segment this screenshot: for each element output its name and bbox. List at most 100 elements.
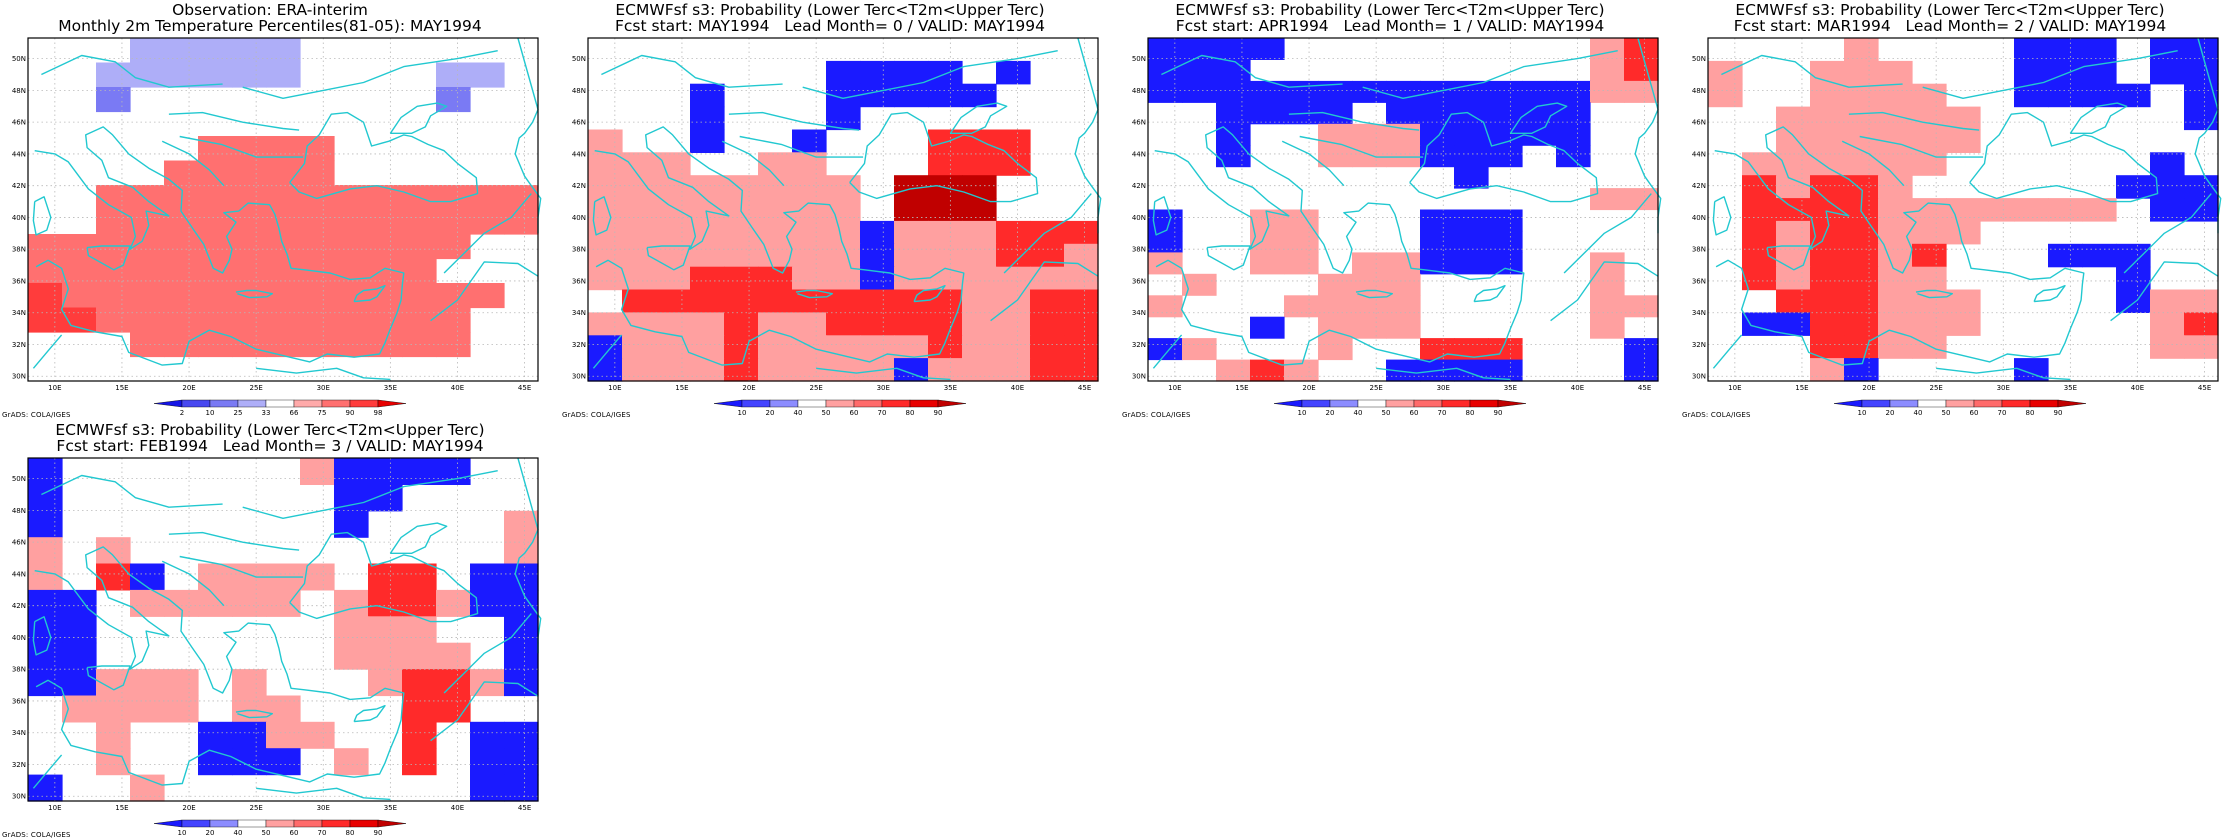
coastline [816, 367, 951, 381]
coastline [443, 193, 532, 274]
lat-tick-label: 38N [1692, 246, 1706, 254]
grid-cell [2150, 60, 2185, 85]
coastline [802, 50, 1058, 100]
grid-cell [436, 669, 471, 697]
grid-cell [1776, 152, 1811, 176]
colorbar-segment [293, 819, 323, 828]
grid-cell [28, 669, 63, 697]
lon-tick-label: 25E [809, 384, 822, 392]
coastline [514, 37, 542, 234]
coastline [849, 111, 1039, 203]
grid-cell [1844, 152, 1879, 176]
grid-cell [1844, 38, 1879, 62]
grid-cell [1946, 198, 1981, 222]
grid-cell [1216, 80, 1251, 103]
grid-cell [2184, 175, 2219, 199]
grid-cell [28, 563, 63, 591]
grid-cell [962, 198, 997, 222]
lat-tick-label: 30N [12, 793, 26, 801]
grid-cell [962, 266, 997, 291]
lat-tick-label: 46N [1132, 119, 1146, 127]
grid-cell [1284, 295, 1319, 318]
grid-cell [1250, 316, 1285, 339]
grid-cell [1386, 295, 1421, 318]
lon-tick-label: 20E [182, 804, 195, 812]
grid-cell [368, 642, 403, 670]
panel-subtitle: Fcst start: FEB1994 Lead Month= 3 / VALI… [56, 437, 484, 455]
grid-cell [1624, 338, 1659, 361]
grid-cell [656, 358, 691, 382]
grid-cell [1844, 312, 1879, 336]
colorbar-label: 75 [318, 409, 327, 417]
coastline [1281, 140, 1345, 187]
map-panel-obs: 10E 15E 20E 25E 30E 35E 40E 45E 30N 32N 34N 36N 38N 4… [0, 0, 560, 420]
grid-cell [1810, 129, 1845, 153]
grid-cell [266, 283, 301, 309]
grid-cell [1250, 38, 1285, 60]
colorbar-label: 40 [1914, 409, 1923, 417]
colorbar-segment [1329, 399, 1359, 408]
map-panel-lead2: 10E 15E 20E 25E 30E 35E 40E 45E 30N 32N 34N 36N 38N 4… [1680, 0, 2240, 420]
grid-cell [792, 220, 827, 245]
grid-cell [164, 62, 199, 88]
colorbar-segment [797, 399, 827, 408]
lon-tick-label: 30E [317, 384, 330, 392]
grid-cell [1148, 38, 1183, 60]
colorbar-label: 10 [1858, 409, 1867, 417]
lat-tick-label: 38N [12, 666, 26, 674]
grid-cell [928, 312, 963, 336]
grid-cell [402, 589, 437, 617]
colorbar-label: 90 [934, 409, 943, 417]
grid-cell [996, 60, 1031, 85]
grid-cell [1556, 123, 1591, 146]
lat-tick-label: 50N [12, 55, 26, 63]
grid-cell [1030, 289, 1065, 313]
lon-tick-label: 15E [675, 384, 688, 392]
grid-cell [62, 695, 97, 723]
grid-cell [860, 243, 895, 268]
grid-cell [1810, 175, 1845, 199]
probability-cells [1708, 38, 2219, 382]
grid-cell [1878, 220, 1913, 245]
grid-cell [996, 312, 1031, 336]
grid-cell [266, 209, 301, 235]
map-panel-lead1: 10E 15E 20E 25E 30E 35E 40E 45E 30N 32N 34N 36N 38N 4… [1120, 0, 1680, 420]
coastline [728, 111, 860, 131]
grid-cell [622, 335, 657, 359]
grid-cell [2082, 198, 2117, 222]
grid-cell [792, 175, 827, 199]
grid-cell [962, 129, 997, 153]
coastline [1969, 111, 2159, 203]
lat-tick-label: 44N [1692, 150, 1706, 158]
grid-cell [402, 332, 437, 358]
grid-cell [826, 60, 861, 85]
lat-tick-label: 50N [12, 475, 26, 483]
colorbar-label: 20 [766, 409, 775, 417]
grid-cell [232, 160, 267, 186]
coastline [430, 261, 539, 322]
grid-cell [96, 307, 131, 333]
colorbar: 10 20 40 50 60 70 80 90 [1273, 399, 1527, 417]
grads-credit: GrADS: COLA/IGES [1682, 411, 1751, 419]
colorbar-label: 10 [206, 409, 215, 417]
colorbar-segment [881, 399, 911, 408]
lat-tick-label: 36N [572, 277, 586, 285]
panel-title: ECMWFsf s3: Probability (Lower Terc<T2m<… [1175, 1, 1605, 19]
grid-cell [2184, 289, 2219, 313]
grid-cell [2014, 83, 2049, 108]
grid-cell [1810, 243, 1845, 268]
grid-cell [130, 307, 165, 333]
grid-cell [758, 266, 793, 291]
grid-cell [28, 484, 63, 512]
grid-cell [792, 312, 827, 336]
grid-cell [232, 721, 267, 749]
grid-cell [860, 60, 895, 85]
grid-cell [1522, 80, 1557, 103]
coastline [2033, 285, 2066, 303]
grid-cell [1844, 60, 1879, 85]
panel-subtitle: Fcst start: MAR1994 Lead Month= 2 / VALI… [1733, 17, 2167, 35]
grid-cell [996, 129, 1031, 153]
lat-tick-label: 32N [12, 341, 26, 349]
grid-cell [1810, 289, 1845, 313]
coastlines [592, 37, 1102, 381]
